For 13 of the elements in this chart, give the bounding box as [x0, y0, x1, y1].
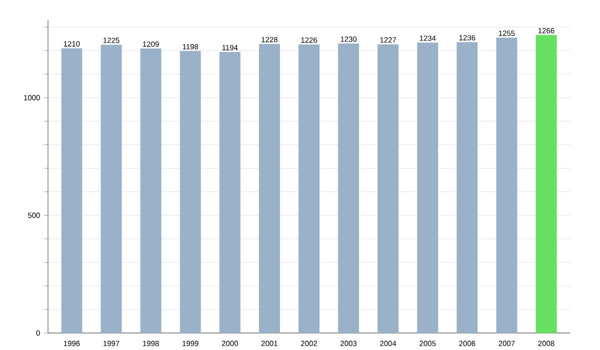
bar: [258, 44, 280, 333]
bar: [140, 48, 162, 333]
bar: [536, 35, 557, 333]
bar: [61, 48, 82, 333]
bar: [100, 44, 122, 333]
bar: [496, 38, 518, 333]
bar: [378, 44, 399, 333]
bar: [219, 52, 240, 333]
bar: [456, 42, 478, 333]
bar: [417, 42, 438, 333]
bar: [180, 51, 201, 333]
bar: [298, 44, 320, 333]
bar: [338, 44, 360, 333]
